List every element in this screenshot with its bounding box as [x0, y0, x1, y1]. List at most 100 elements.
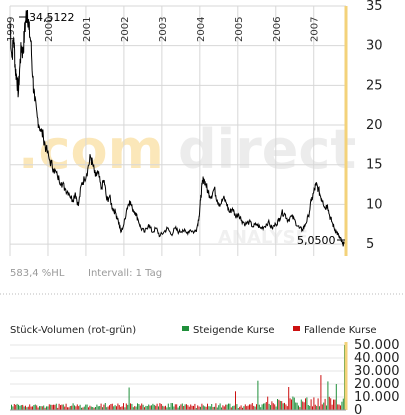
- watermark-brand-dot: .com: [18, 118, 164, 181]
- volume-bar: [338, 404, 340, 410]
- volume-bar: [232, 406, 234, 410]
- volume-bar: [139, 405, 141, 410]
- watermark-brand-rest: direct: [178, 118, 356, 181]
- volume-bar: [167, 403, 169, 410]
- volume-bar: [68, 407, 70, 410]
- y-tick-label: 30: [366, 39, 383, 54]
- volume-title: Stück-Volumen (rot-grün): [10, 325, 136, 336]
- volume-bar: [117, 403, 119, 410]
- volume-bar: [72, 403, 74, 410]
- volume-bar: [242, 407, 243, 410]
- legend-down-label: Fallende Kurse: [304, 325, 377, 336]
- volume-bar: [335, 384, 337, 410]
- volume-bar: [319, 406, 320, 410]
- volume-bar: [138, 404, 140, 410]
- volume-bar: [340, 405, 341, 410]
- volume-bar: [286, 406, 288, 410]
- volume-bar: [341, 401, 343, 410]
- volume-bar: [309, 405, 311, 410]
- x-tick-label: 2007: [310, 17, 321, 42]
- volume-bar: [18, 404, 19, 410]
- volume-bar: [250, 404, 252, 410]
- price-line: [9, 9, 345, 247]
- y-tick-label: 20: [366, 118, 383, 133]
- volume-bar: [69, 406, 71, 410]
- volume-bar: [65, 403, 67, 410]
- x-tick-label: 2005: [234, 17, 245, 42]
- volume-bar: [270, 405, 271, 410]
- volume-bar: [215, 403, 217, 410]
- volume-bar: [313, 397, 315, 410]
- high-label: 34,5122: [29, 11, 75, 24]
- volume-bar: [146, 406, 148, 410]
- legend-up-swatch: [182, 326, 189, 331]
- volume-bar: [191, 405, 193, 410]
- volume-bar: [200, 406, 201, 410]
- volume-bar: [282, 403, 284, 410]
- volume-bar: [165, 405, 166, 410]
- volume-bar: [236, 404, 238, 410]
- volume-bar: [229, 403, 231, 410]
- volume-bar: [120, 406, 122, 410]
- volume-bar: [123, 403, 124, 410]
- volume-bar: [202, 405, 204, 410]
- volume-bar: [205, 406, 207, 410]
- volume-bar: [180, 404, 182, 410]
- volume-bar: [278, 399, 280, 410]
- volume-bar: [181, 403, 183, 410]
- volume-bar: [279, 400, 281, 410]
- volume-bar: [221, 407, 222, 410]
- last-annotation: 5,0500: [297, 234, 345, 247]
- volume-bar: [320, 375, 322, 410]
- volume-bar: [127, 404, 129, 410]
- volume-bar: [137, 403, 138, 410]
- volume-bar: [130, 403, 131, 410]
- volume-bar: [13, 404, 15, 410]
- volume-bar: [152, 403, 154, 410]
- volume-bar: [201, 403, 203, 410]
- volume-bar: [43, 405, 45, 410]
- y-tick-label: 15: [366, 158, 383, 173]
- volume-bar: [235, 391, 236, 410]
- volume-bar: [249, 404, 250, 410]
- volume-bar: [243, 406, 245, 410]
- volume-bar: [132, 407, 134, 410]
- volume-bar: [342, 398, 344, 410]
- volume-bar: [110, 404, 112, 410]
- volume-bar: [145, 405, 147, 410]
- volume-y-tick-label: 0: [354, 403, 362, 415]
- volume-bar: [158, 406, 159, 410]
- volume-bar: [323, 402, 325, 410]
- volume-bar: [88, 407, 89, 410]
- volume-bar: [102, 407, 103, 410]
- volume-bar: [288, 387, 290, 410]
- volume-bar: [97, 406, 99, 410]
- volume-bar: [170, 403, 172, 410]
- volume-bar: [50, 404, 52, 410]
- volume-bar: [48, 404, 50, 410]
- volume-bar: [327, 381, 329, 410]
- volume-bar: [29, 404, 31, 410]
- volume-bar: [103, 404, 105, 410]
- x-tick-label: 2004: [196, 17, 207, 42]
- x-tick-label: 2001: [82, 17, 93, 42]
- interval-text: Intervall: 1 Tag: [88, 268, 162, 279]
- price-y-ticks: 5 10 15 20 25 30 35: [366, 0, 383, 252]
- volume-bar: [27, 406, 29, 410]
- volume-bar: [267, 396, 269, 410]
- volume-bar: [337, 404, 339, 410]
- volume-bar: [26, 407, 28, 410]
- volume-bar: [222, 405, 224, 410]
- volume-bar: [275, 406, 277, 410]
- volume-bar: [41, 406, 43, 410]
- volume-y-tick-label: 30.000: [354, 364, 400, 379]
- volume-bar: [36, 405, 38, 410]
- volume-bar: [15, 404, 17, 410]
- volume-bar: [187, 405, 189, 410]
- volume-bar: [272, 403, 274, 410]
- volume-bar: [317, 398, 319, 410]
- volume-bar: [177, 407, 179, 410]
- volume-bar: [285, 404, 287, 410]
- volume-bar: [306, 397, 308, 410]
- volume-bar: [82, 407, 84, 410]
